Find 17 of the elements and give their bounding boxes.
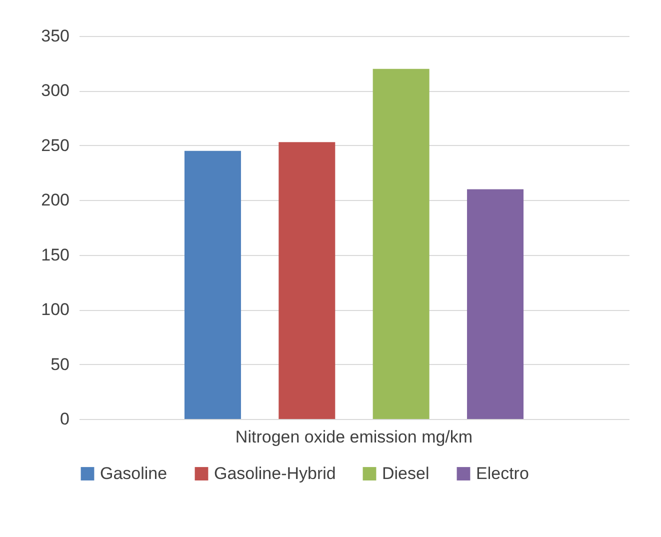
bar xyxy=(372,68,430,419)
bar xyxy=(278,142,336,419)
legend-label: Diesel xyxy=(382,464,430,483)
legend-label: Gasoline-Hybrid xyxy=(214,464,336,483)
legend-label: Electro xyxy=(476,464,529,483)
y-tick-label: 0 xyxy=(60,410,70,428)
y-tick-label: 100 xyxy=(41,300,70,320)
y-tick-label: 150 xyxy=(41,245,70,264)
y-tick-label: 300 xyxy=(41,81,70,100)
y-tick-label: 350 xyxy=(41,26,70,46)
x-tick-label: Nitrogen oxide emission mg/km xyxy=(235,428,473,446)
y-tick-label: 200 xyxy=(41,190,70,210)
y-tick-label: 250 xyxy=(41,136,70,155)
bar xyxy=(184,150,241,419)
legend-label: Gasoline xyxy=(100,464,168,483)
y-tick-label: 50 xyxy=(50,354,70,374)
bar xyxy=(467,189,524,419)
